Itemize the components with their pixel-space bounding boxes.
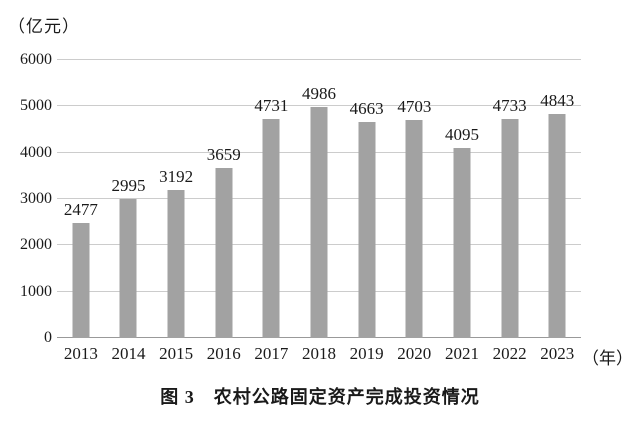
bar-slot-2021: 4095 xyxy=(438,60,486,338)
y-tick-label-5000: 5000 xyxy=(20,97,52,115)
x-tick-label-2022: 2022 xyxy=(492,344,527,363)
value-label-2020: 4703 xyxy=(397,97,432,117)
bar-2019 xyxy=(358,121,376,338)
value-label-2014: 2995 xyxy=(111,176,146,196)
bar-slot-2018: 4986 xyxy=(295,60,343,338)
bar-2018 xyxy=(310,106,328,338)
bar-2022 xyxy=(501,118,519,338)
bars-row: 2477 2995 3192 3659 4731 4986 4663 4703 4095 4733… xyxy=(57,60,581,338)
x-axis-labels: 2013 2014 2015 2016 2017 2018 2019 2020 2021 2022… xyxy=(57,344,581,364)
bar-slot-2017: 4731 xyxy=(248,60,296,338)
bar-slot-2023: 4843 xyxy=(533,60,581,338)
bar-slot-2014: 2995 xyxy=(105,60,153,338)
value-label-2021: 4095 xyxy=(444,125,479,145)
bar-2015 xyxy=(167,190,185,338)
bar-slot-2013: 2477 xyxy=(57,60,105,338)
value-label-2017: 4731 xyxy=(254,95,289,115)
value-label-2015: 3192 xyxy=(159,167,194,187)
x-tick-label-2016: 2016 xyxy=(206,344,241,363)
x-tick-label-2015: 2015 xyxy=(159,344,194,363)
bar-2021 xyxy=(453,148,471,338)
x-tick-label-2013: 2013 xyxy=(63,344,98,363)
value-label-2013: 2477 xyxy=(63,200,98,220)
y-axis-unit-label: （亿元） xyxy=(8,17,80,36)
y-axis-labels: 0 1000 2000 3000 4000 5000 6000 xyxy=(0,0,52,425)
x-axis-unit-label: （年） xyxy=(582,349,633,368)
bar-2014 xyxy=(119,199,137,338)
y-tick-label-0: 0 xyxy=(44,329,52,346)
figure-caption: 图 3 农村公路固定资产完成投资情况 xyxy=(160,387,480,407)
x-tick-label-2021: 2021 xyxy=(444,344,479,363)
value-label-2016: 3659 xyxy=(206,145,241,165)
bar-slot-2022: 4733 xyxy=(486,60,534,338)
bar-2023 xyxy=(548,113,566,338)
gridline-6000 xyxy=(57,59,581,60)
bar-2016 xyxy=(215,168,233,338)
y-tick-label-2000: 2000 xyxy=(20,236,52,254)
y-tick-label-4000: 4000 xyxy=(20,143,52,161)
x-tick-label-2020: 2020 xyxy=(397,344,432,363)
bar-slot-2019: 4663 xyxy=(343,60,391,338)
y-tick-label-3000: 3000 xyxy=(20,190,52,207)
value-label-2022: 4733 xyxy=(492,95,527,115)
bar-2020 xyxy=(405,120,423,338)
bar-slot-2015: 3192 xyxy=(152,60,200,338)
x-tick-label-2019: 2019 xyxy=(349,344,384,363)
x-tick-label-2017: 2017 xyxy=(254,344,289,363)
value-label-2023: 4843 xyxy=(540,90,575,110)
plot-area: 2477 2995 3192 3659 4731 4986 4663 4703 4095 4733… xyxy=(57,59,581,338)
x-tick-label-2018: 2018 xyxy=(302,344,337,363)
bar-slot-2016: 3659 xyxy=(200,60,248,338)
value-label-2018: 4986 xyxy=(302,83,337,103)
x-tick-label-2014: 2014 xyxy=(111,344,146,363)
gridline-5000 xyxy=(57,105,581,107)
bar-2017 xyxy=(262,118,280,338)
y-tick-label-6000: 6000 xyxy=(20,51,52,68)
bar-2013 xyxy=(72,223,90,338)
x-tick-label-2023: 2023 xyxy=(540,344,575,363)
value-label-2019: 4663 xyxy=(349,98,384,118)
bar-slot-2020: 4703 xyxy=(390,60,438,338)
y-tick-label-1000: 1000 xyxy=(20,282,52,300)
